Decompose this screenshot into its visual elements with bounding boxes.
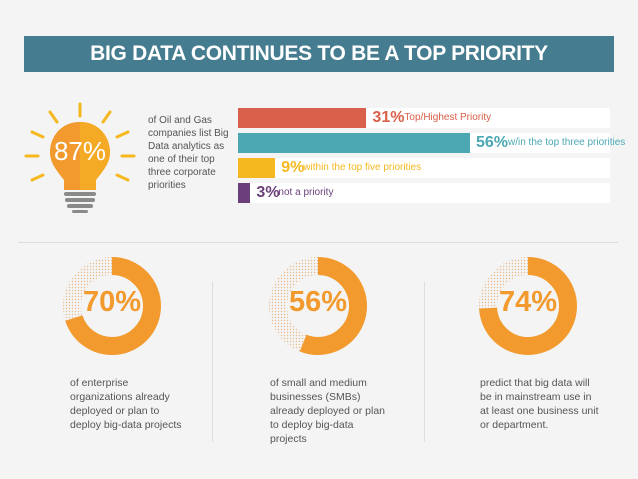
bar-row: 56% w/in the top three priorities [238, 133, 625, 153]
donut-svg [269, 257, 367, 355]
bar [238, 133, 470, 153]
bar-value-label: 9% [281, 159, 305, 176]
bar-track [238, 183, 610, 203]
bar-category-label: not a priority [278, 187, 334, 198]
bulb-description: of Oil and Gas companies list Big Data a… [148, 115, 229, 191]
donut-slice [63, 257, 161, 355]
bar-track [238, 158, 610, 178]
bar-category-label: Top/Highest Priority [404, 112, 492, 123]
bar-row: 3% not a priority [238, 183, 610, 203]
lightbulb-graphic [24, 102, 136, 213]
column-divider [424, 282, 425, 442]
donut-slice [479, 257, 577, 355]
bar [238, 108, 367, 128]
bar-row: 9% within the top five priorities [238, 158, 610, 178]
bar-value-label: 3% [256, 184, 280, 201]
section-divider [18, 242, 618, 243]
donut-slice [269, 257, 367, 355]
bar-row: 31% Top/Highest Priority [238, 108, 610, 128]
donut-chart: 74% [478, 256, 578, 356]
donut-svg [63, 257, 161, 355]
donut-chart: 56% [268, 256, 368, 356]
donut-value-label: 74% [498, 286, 558, 318]
donut-svg [479, 257, 577, 355]
lightbulb-icon: 87% [20, 100, 140, 215]
bulb-percentage: 87% [53, 136, 107, 166]
page-title: BIG DATA CONTINUES TO BE A TOP PRIORITY [24, 36, 614, 72]
donut-value-label: 56% [288, 286, 348, 318]
donut-description: of enterprise organizations already depl… [70, 377, 182, 431]
bar [238, 183, 251, 203]
bar-value-label: 56% [476, 134, 509, 151]
donut-value-label: 70% [82, 286, 142, 318]
bar-value-label: 31% [372, 109, 405, 126]
bar-category-label: within the top five priorities [303, 162, 422, 173]
column-divider [212, 282, 213, 442]
bar [238, 158, 276, 178]
donut-chart: 70% [62, 256, 162, 356]
donut-description: predict that big data will be in mainstr… [480, 377, 599, 431]
bar-category-label: w/in the top three priorities [508, 137, 626, 148]
donut-description: of small and medium businesses (SMBs) al… [270, 377, 385, 445]
